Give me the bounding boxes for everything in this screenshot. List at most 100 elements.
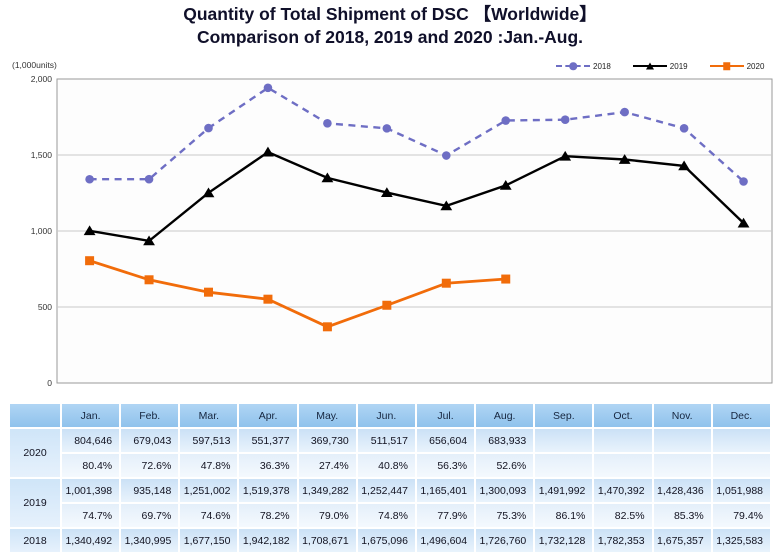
data-point-2019-Jul.: [440, 200, 453, 211]
shipment-value-cell: 1,496,604: [416, 529, 475, 552]
shipment-value-cell: 804,646: [62, 429, 120, 452]
data-point-2020-Feb.: [144, 275, 154, 285]
chart-title: Quantity of Total Shipment of DSC 【World…: [0, 0, 780, 49]
yoy-percent-cell: 79.4%: [712, 504, 770, 527]
shipment-value-cell: 935,148: [121, 479, 179, 502]
table-row-2018-values: 2018 1,340,492 1,340,995 1,677,150 1,942,182…: [10, 529, 770, 552]
ytick-0: 0: [47, 378, 52, 388]
series-line-2019: [89, 150, 745, 243]
shipment-value-cell: 1,677,150: [180, 529, 238, 552]
month-header: Jun.: [357, 404, 415, 427]
data-point-2018-Nov.: [679, 124, 689, 133]
data-point-2020-Mar.: [204, 287, 213, 297]
triangle-marker-icon: [632, 61, 667, 71]
shipment-value-cell: 683,933: [476, 429, 534, 452]
shipment-value-cell: 1,001,398: [62, 479, 120, 502]
yoy-percent-cell: 72.6%: [121, 454, 179, 477]
data-point-2019-May.: [321, 172, 334, 183]
legend-label: 2018: [593, 61, 611, 71]
data-point-2018-Feb.: [144, 174, 154, 184]
data-point-2019-Jan.: [83, 225, 96, 236]
square-marker-icon: [709, 61, 744, 71]
circle-marker-icon: [556, 61, 590, 71]
month-header: May.: [298, 404, 356, 427]
data-point-2018-Oct.: [620, 107, 629, 117]
month-header: Dec.: [712, 404, 770, 427]
year-label: 2018: [10, 529, 60, 552]
shipment-value-cell: [712, 429, 770, 452]
yoy-percent-cell: [653, 454, 711, 477]
table-corner-cell: [10, 404, 60, 427]
data-point-2020-Apr.: [263, 294, 273, 304]
ytick-500: 500: [38, 302, 52, 312]
month-header: Feb.: [121, 404, 179, 427]
table-row-2020-values: 2020 804,646 679,043 597,513 551,377 369,730 5…: [10, 429, 770, 477]
yoy-percent-cell: 80.4%: [62, 454, 120, 477]
yoy-percent-cell: 47.8%: [180, 454, 238, 477]
shipment-value-cell: [594, 429, 652, 452]
shipment-value-cell: 656,604: [416, 429, 475, 452]
data-point-2018-May.: [323, 118, 332, 128]
shipment-value-cell: 1,051,988: [712, 479, 770, 502]
shipment-value-cell: 1,675,096: [357, 529, 415, 552]
month-header: Nov.: [653, 404, 711, 427]
yoy-percent-cell: 85.3%: [653, 504, 711, 527]
yoy-percent-cell: 78.2%: [239, 504, 297, 527]
shipment-value-cell: 511,517: [357, 429, 415, 452]
yoy-percent-cell: 36.3%: [239, 454, 297, 477]
legend-item-2019: 2019: [632, 61, 688, 71]
data-point-2018-Jun.: [382, 124, 392, 133]
month-header: Jan.: [62, 404, 120, 427]
month-header: Sep.: [535, 404, 593, 427]
chart-svg: (1,000units) 2,000 1,500 1,000 500 0: [12, 60, 773, 388]
yoy-percent-cell: [594, 454, 652, 477]
yoy-percent-cell: 74.7%: [62, 504, 120, 527]
table-header: Jan. Feb. Mar. Apr. May. Jun. Jul. Aug. Sep. Oct.…: [10, 404, 770, 427]
data-point-2019-Mar.: [202, 187, 215, 198]
yoy-percent-cell: [712, 454, 770, 477]
ytick-1000: 1,000: [31, 226, 53, 236]
legend-item-2020: 2020: [709, 61, 764, 71]
legend-label: 2019: [669, 61, 688, 71]
series-2019: [83, 146, 750, 246]
shipment-table: Jan. Feb. Mar. Apr. May. Jun. Jul. Aug. Sep. Oct.…: [8, 402, 772, 554]
month-header: Mar.: [180, 404, 238, 427]
yoy-percent-cell: 52.6%: [476, 454, 534, 477]
shipment-value-cell: 1,428,436: [653, 479, 711, 502]
shipment-value-cell: 1,349,282: [298, 479, 356, 502]
yoy-percent-cell: [535, 454, 593, 477]
shipment-value-cell: 1,300,093: [476, 479, 534, 502]
shipment-value-cell: 1,708,671: [298, 529, 356, 552]
title-line-1: Quantity of Total Shipment of DSC 【World…: [183, 4, 597, 24]
table-row-2019-values: 2019 1,001,398 935,148 1,251,002 1,519,378 1,…: [10, 479, 770, 527]
data-point-2019-Nov.: [678, 160, 690, 171]
yoy-percent-cell: 69.7%: [121, 504, 179, 527]
legend-item-2018: 2018: [556, 61, 611, 71]
shipment-value-cell: 1,252,447: [357, 479, 415, 502]
shipment-value-cell: 1,675,357: [653, 529, 711, 552]
yoy-percent-cell: 27.4%: [298, 454, 356, 477]
series-2018: [85, 83, 748, 186]
shipment-value-cell: 369,730: [298, 429, 356, 452]
ytick-2000: 2,000: [31, 74, 53, 84]
shipment-value-cell: [653, 429, 711, 452]
shipment-value-cell: 1,732,128: [535, 529, 593, 552]
data-point-2019-Jun.: [380, 187, 393, 198]
year-label: 2020: [10, 429, 60, 477]
table-row-2019-percent: 74.7% 69.7% 74.6% 78.2% 79.0% 74.8% 77.9% 75.3%…: [10, 504, 770, 527]
series-line-2018: [89, 86, 745, 183]
shipment-value-cell: [535, 429, 593, 452]
data-point-2020-Aug.: [501, 274, 511, 284]
chart-legend: 2018 2019 2020: [556, 61, 764, 71]
yoy-percent-cell: 74.6%: [180, 504, 238, 527]
data-point-2019-Dec.: [737, 217, 750, 228]
data-point-2019-Sep.: [559, 150, 572, 161]
title-line-2: Comparison of 2018, 2019 and 2020 :Jan.-…: [196, 27, 584, 48]
month-header: Aug.: [476, 404, 534, 427]
shipment-value-cell: 551,377: [239, 429, 297, 452]
shipment-value-cell: 1,782,353: [594, 529, 652, 552]
shipment-value-cell: 679,043: [121, 429, 179, 452]
table-body: 2020 804,646 679,043 597,513 551,377 369,730 5…: [10, 429, 770, 552]
shipment-value-cell: 1,340,995: [121, 529, 179, 552]
yoy-percent-cell: 82.5%: [594, 504, 652, 527]
